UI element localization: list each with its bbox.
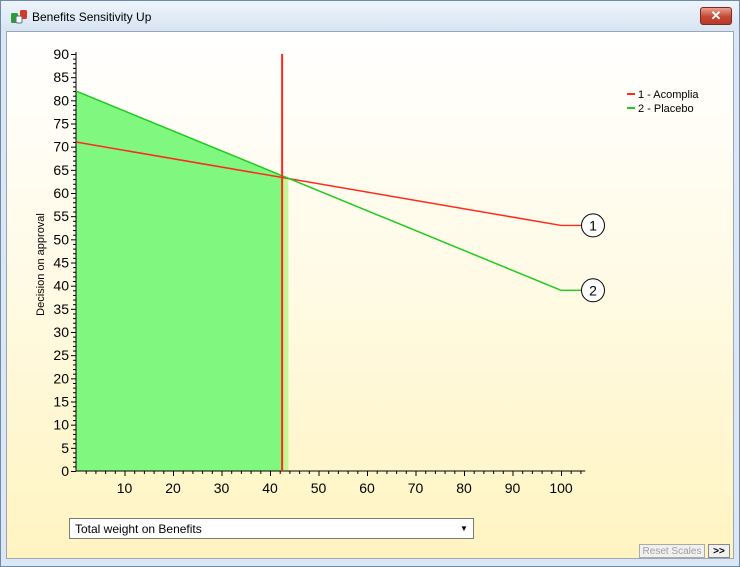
close-icon: ✕ — [710, 8, 722, 23]
x-tick-label: 50 — [311, 480, 327, 496]
x-tick-label: 90 — [505, 480, 521, 496]
y-tick-label: 15 — [53, 394, 69, 410]
y-tick-label: 65 — [53, 162, 69, 178]
series-line-1 — [75, 141, 562, 227]
title-bar: Benefits Sensitivity Up ✕ — [1, 1, 739, 31]
window-title: Benefits Sensitivity Up — [32, 10, 152, 24]
series-marker-2 — [581, 278, 605, 303]
y-tick-label: 80 — [53, 92, 69, 108]
placebo-region — [76, 91, 283, 472]
series-marker-label-2: 2 — [589, 282, 597, 298]
reset-scales-button[interactable]: Reset Scales — [639, 544, 705, 558]
y-tick-label: 10 — [53, 417, 69, 433]
chevron-down-icon[interactable]: ▼ — [460, 524, 468, 533]
acomplia-region — [282, 177, 289, 471]
y-tick-label: 60 — [53, 185, 69, 201]
series-marker-1 — [581, 213, 605, 238]
y-tick-label: 85 — [53, 69, 69, 85]
close-button[interactable]: ✕ — [700, 7, 732, 25]
y-tick-label: 20 — [53, 370, 69, 386]
weight-dropdown[interactable]: Total weight on Benefits ▼ — [69, 518, 474, 539]
y-tick-label: 55 — [53, 208, 69, 224]
y-tick-label: 40 — [53, 278, 69, 294]
x-tick-label: 40 — [262, 480, 278, 496]
y-tick-label: 45 — [53, 255, 69, 271]
legend-label-2: 2 - Placebo — [638, 103, 694, 115]
x-tick-label: 100 — [549, 480, 573, 496]
y-axis-label: Decision on approval — [35, 213, 47, 316]
y-tick-label: 35 — [53, 301, 69, 317]
series-marker-label-1: 1 — [589, 217, 597, 233]
y-tick-label: 75 — [53, 116, 69, 132]
weight-dropdown-value: Total weight on Benefits — [75, 522, 202, 536]
legend-label-1: 1 - Acomplia — [638, 89, 699, 101]
sensitivity-chart: 0 5 10 15 20 25 30 35 40 45 50 55 60 65 70 75 80 85 90 10 20… — [35, 46, 699, 496]
next-button[interactable]: >> — [708, 544, 730, 558]
y-tick-label: 70 — [53, 139, 69, 155]
y-tick-label: 5 — [61, 440, 69, 456]
y-tick-label: 50 — [53, 231, 69, 247]
y-tick-label: 25 — [53, 347, 69, 363]
x-tick-label: 70 — [408, 480, 424, 496]
chart-panel: 0 5 10 15 20 25 30 35 40 45 50 55 60 65 70 75 80 85 90 10 20… — [6, 31, 734, 559]
app-icon — [11, 10, 27, 24]
y-tick-label: 30 — [53, 324, 69, 340]
y-tick-label: 0 — [61, 463, 69, 479]
series-line-2 — [75, 90, 562, 291]
x-tick-label: 30 — [214, 480, 230, 496]
x-tick-label: 80 — [456, 480, 472, 496]
x-tick-label: 10 — [117, 480, 133, 496]
x-tick-label: 20 — [165, 480, 181, 496]
y-tick-label: 90 — [53, 46, 69, 62]
x-tick-label: 60 — [359, 480, 375, 496]
